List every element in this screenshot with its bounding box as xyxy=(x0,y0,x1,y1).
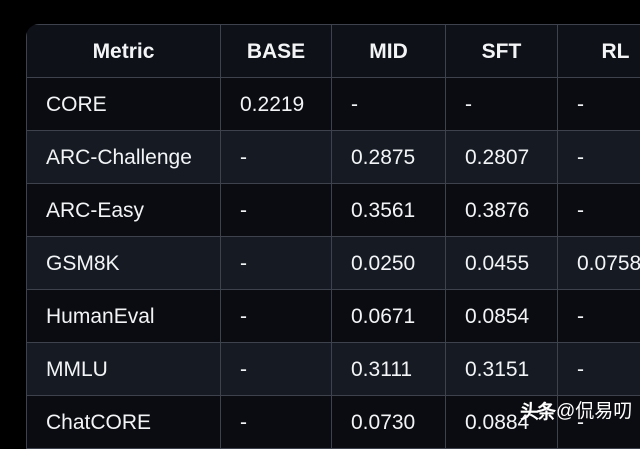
value-cell: 0.0250 xyxy=(332,237,446,290)
table-row-humaneval: HumanEval - 0.0671 0.0854 - xyxy=(27,290,640,343)
value-cell: - xyxy=(332,78,446,131)
value-cell: 0.3561 xyxy=(332,184,446,237)
metric-cell: ARC-Easy xyxy=(27,184,221,237)
header-row: Metric BASE MID SFT RL xyxy=(27,25,640,78)
value-cell: 0.3151 xyxy=(446,343,558,396)
table-row-mmlu: MMLU - 0.3111 0.3151 - xyxy=(27,343,640,396)
metric-cell: GSM8K xyxy=(27,237,221,290)
metric-cell: ARC-Challenge xyxy=(27,131,221,184)
column-header-rl: RL xyxy=(558,25,640,78)
value-cell: 0.2807 xyxy=(446,131,558,184)
metric-cell: HumanEval xyxy=(27,290,221,343)
value-cell: - xyxy=(221,290,332,343)
value-cell: 0.3111 xyxy=(332,343,446,396)
value-cell: - xyxy=(221,184,332,237)
metric-cell: CORE xyxy=(27,78,221,131)
value-cell: - xyxy=(221,131,332,184)
metrics-table-container: Metric BASE MID SFT RL CORE 0.2219 - - -… xyxy=(26,24,640,449)
value-cell: 0.0758 xyxy=(558,237,640,290)
column-header-base: BASE xyxy=(221,25,332,78)
value-cell: - xyxy=(221,343,332,396)
metrics-table: Metric BASE MID SFT RL CORE 0.2219 - - -… xyxy=(26,24,640,449)
column-header-metric: Metric xyxy=(27,25,221,78)
value-cell: 0.0455 xyxy=(446,237,558,290)
value-cell: - xyxy=(221,396,332,449)
value-cell: 0.0884 xyxy=(446,396,558,449)
table-row-core: CORE 0.2219 - - - xyxy=(27,78,640,131)
table-row-gsm8k: GSM8K - 0.0250 0.0455 0.0758 xyxy=(27,237,640,290)
table-row-arc-easy: ARC-Easy - 0.3561 0.3876 - xyxy=(27,184,640,237)
value-cell: - xyxy=(558,78,640,131)
value-cell: - xyxy=(558,131,640,184)
column-header-mid: MID xyxy=(332,25,446,78)
value-cell: 0.2219 xyxy=(221,78,332,131)
metric-cell: ChatCORE xyxy=(27,396,221,449)
value-cell: 0.0671 xyxy=(332,290,446,343)
value-cell: - xyxy=(558,184,640,237)
table-row-arc-challenge: ARC-Challenge - 0.2875 0.2807 - xyxy=(27,131,640,184)
value-cell: - xyxy=(221,237,332,290)
value-cell: - xyxy=(446,78,558,131)
metric-cell: MMLU xyxy=(27,343,221,396)
value-cell: - xyxy=(558,290,640,343)
value-cell: 0.0854 xyxy=(446,290,558,343)
value-cell: 0.3876 xyxy=(446,184,558,237)
value-cell: - xyxy=(558,396,640,449)
value-cell: - xyxy=(558,343,640,396)
value-cell: 0.2875 xyxy=(332,131,446,184)
column-header-sft: SFT xyxy=(446,25,558,78)
table-row-chatcore: ChatCORE - 0.0730 0.0884 - xyxy=(27,396,640,449)
value-cell: 0.0730 xyxy=(332,396,446,449)
